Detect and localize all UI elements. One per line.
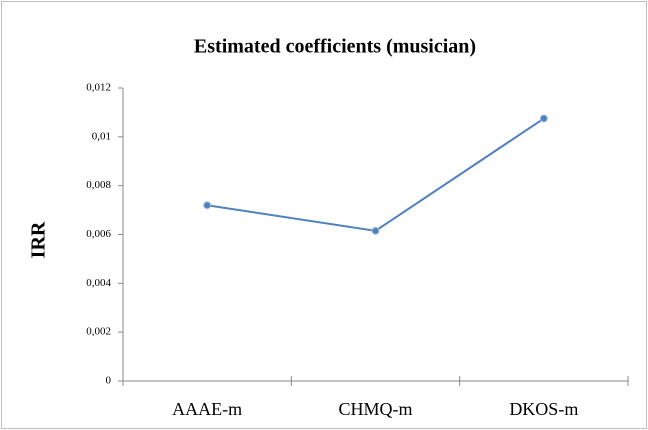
data-point	[539, 114, 548, 123]
x-tick-label: AAAE-m	[172, 399, 242, 419]
y-tick-label: 0,004	[86, 277, 111, 289]
y-tick-label: 0,002	[86, 326, 111, 338]
y-tick-label: 0,008	[86, 179, 111, 191]
data-point	[203, 201, 212, 210]
x-tick-label: CHMQ-m	[338, 399, 412, 419]
y-tick-label: 0,006	[86, 228, 111, 240]
chart-title: Estimated coefficients (musician)	[194, 36, 476, 58]
y-tick-label: 0,01	[92, 130, 111, 142]
data-point	[371, 226, 380, 235]
y-tick-label: 0	[106, 375, 112, 387]
y-tick-label: 0,012	[86, 82, 111, 94]
y-axis-label: IRR	[28, 221, 50, 258]
x-tick-label: DKOS-m	[509, 399, 578, 419]
